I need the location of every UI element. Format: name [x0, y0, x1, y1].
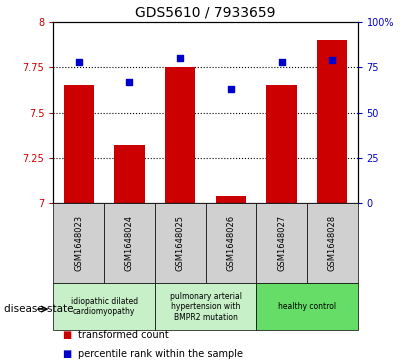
Bar	[64, 85, 94, 203]
Point	[329, 57, 335, 63]
Bar	[307, 203, 358, 283]
Bar	[155, 203, 206, 283]
Title: GDS5610 / 7933659: GDS5610 / 7933659	[135, 5, 276, 19]
Text: disease state: disease state	[4, 304, 74, 314]
Bar	[104, 203, 155, 283]
Point	[126, 79, 133, 85]
Text: pulmonary arterial
hypertension with
BMPR2 mutation: pulmonary arterial hypertension with BMP…	[169, 292, 242, 322]
Text: idiopathic dilated
cardiomyopathy: idiopathic dilated cardiomyopathy	[71, 297, 138, 317]
Text: GSM1648024: GSM1648024	[125, 215, 134, 271]
Bar	[266, 85, 297, 203]
Text: healthy control: healthy control	[278, 302, 336, 311]
Point	[76, 59, 82, 65]
Point	[228, 86, 234, 92]
Bar	[216, 196, 246, 203]
Bar	[165, 67, 195, 203]
Text: ■: ■	[62, 349, 71, 359]
Bar	[317, 40, 347, 203]
Point	[177, 55, 183, 61]
Bar	[256, 283, 358, 330]
Point	[278, 59, 285, 65]
Bar	[155, 283, 256, 330]
Text: GSM1648023: GSM1648023	[74, 215, 83, 271]
Text: ■: ■	[62, 330, 71, 340]
Bar	[206, 203, 256, 283]
Text: percentile rank within the sample: percentile rank within the sample	[78, 349, 243, 359]
Text: GSM1648028: GSM1648028	[328, 215, 337, 271]
Text: GSM1648027: GSM1648027	[277, 215, 286, 271]
Text: GSM1648025: GSM1648025	[175, 215, 185, 271]
Text: GSM1648026: GSM1648026	[226, 215, 236, 271]
Bar	[256, 203, 307, 283]
Bar	[114, 145, 145, 203]
Bar	[53, 203, 104, 283]
Text: transformed count: transformed count	[78, 330, 169, 340]
Bar	[53, 283, 155, 330]
